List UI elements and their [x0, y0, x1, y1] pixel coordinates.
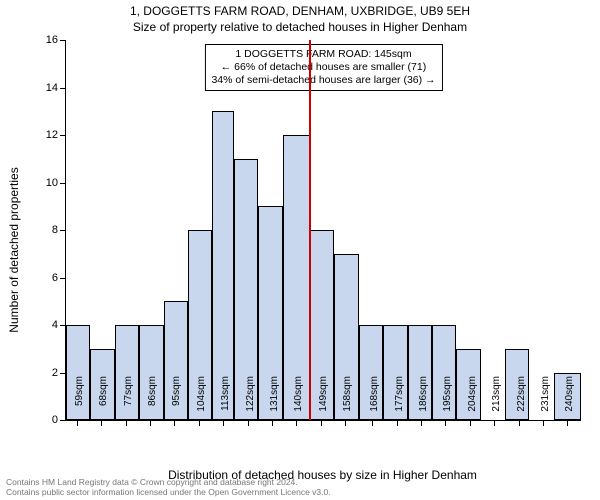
y-tick-label: 12 [46, 129, 58, 141]
annotation-line3: 34% of semi-detached houses are larger (… [211, 74, 435, 87]
chart-title-description: Size of property relative to detached ho… [0, 20, 600, 36]
y-tick [60, 230, 66, 231]
x-tick-label: 149sqm [318, 376, 329, 426]
x-tick-label: 59sqm [74, 376, 85, 426]
y-axis-title: Number of detached properties [7, 167, 21, 332]
y-tick-label: 14 [46, 82, 58, 94]
chart-title-address: 1, DOGGETTS FARM ROAD, DENHAM, UXBRIDGE,… [0, 4, 600, 20]
y-tick-label: 0 [52, 414, 58, 426]
histogram-bar [212, 111, 234, 420]
x-tick-label: 168sqm [369, 376, 380, 426]
y-tick [60, 88, 66, 89]
y-tick [60, 278, 66, 279]
x-tick-label: 195sqm [442, 376, 453, 426]
reference-line [309, 40, 311, 420]
x-tick-label: 186sqm [418, 376, 429, 426]
annotation-box: 1 DOGGETTS FARM ROAD: 145sqm ← 66% of de… [204, 44, 442, 91]
y-tick [60, 135, 66, 136]
x-tick-label: 104sqm [196, 376, 207, 426]
x-tick-label: 113sqm [220, 376, 231, 426]
y-tick-label: 2 [52, 367, 58, 379]
x-tick-label: 177sqm [394, 376, 405, 426]
y-tick-label: 4 [52, 319, 58, 331]
property-size-histogram: 1, DOGGETTS FARM ROAD, DENHAM, UXBRIDGE,… [0, 0, 600, 500]
y-tick-label: 10 [46, 177, 58, 189]
plot-area: 1 DOGGETTS FARM ROAD: 145sqm ← 66% of de… [65, 40, 581, 421]
y-tick [60, 183, 66, 184]
x-tick-label: 240sqm [564, 376, 575, 426]
y-tick [60, 40, 66, 41]
x-tick-label: 95sqm [171, 376, 182, 426]
x-tick-label: 158sqm [342, 376, 353, 426]
footer-attribution: Contains HM Land Registry data © Crown c… [6, 478, 331, 498]
y-tick-label: 8 [52, 224, 58, 236]
x-tick-label: 140sqm [293, 376, 304, 426]
x-tick-label: 86sqm [147, 376, 158, 426]
x-tick-label: 68sqm [98, 376, 109, 426]
x-tick-label: 231sqm [540, 376, 551, 426]
annotation-line2: ← 66% of detached houses are smaller (71… [211, 61, 435, 74]
x-tick-label: 131sqm [269, 376, 280, 426]
x-tick-label: 77sqm [123, 376, 134, 426]
y-tick-label: 16 [46, 34, 58, 46]
x-tick-label: 213sqm [491, 376, 502, 426]
x-tick-label: 204sqm [467, 376, 478, 426]
footer-line2: Contains public sector information licen… [6, 488, 331, 498]
annotation-line1: 1 DOGGETTS FARM ROAD: 145sqm [211, 48, 435, 61]
x-tick-label: 122sqm [245, 376, 256, 426]
y-tick [60, 420, 66, 421]
chart-title-block: 1, DOGGETTS FARM ROAD, DENHAM, UXBRIDGE,… [0, 4, 600, 35]
x-tick-label: 222sqm [516, 376, 527, 426]
y-tick-label: 6 [52, 272, 58, 284]
